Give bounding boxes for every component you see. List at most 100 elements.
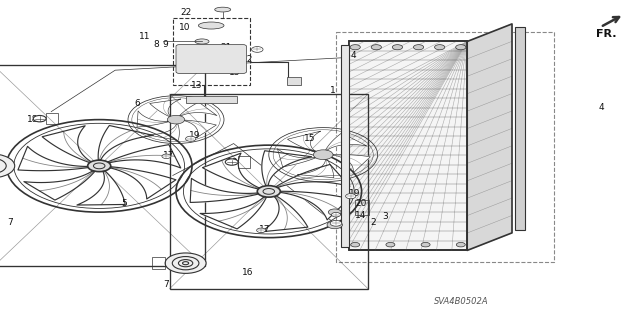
Polygon shape [467,24,512,250]
Circle shape [386,242,395,247]
Polygon shape [276,165,350,188]
Text: FR.: FR. [596,29,617,39]
Bar [186,96,237,103]
Circle shape [328,209,341,215]
Text: 12: 12 [242,55,253,63]
Circle shape [314,150,333,160]
Text: 16: 16 [242,268,253,277]
Circle shape [413,45,424,50]
Circle shape [330,220,342,226]
Ellipse shape [198,22,224,29]
Polygon shape [280,191,349,220]
Polygon shape [260,196,308,232]
Text: 9: 9 [162,40,168,48]
Bar [170,94,368,289]
Circle shape [456,242,465,247]
Text: 3: 3 [383,212,388,221]
Polygon shape [110,167,176,199]
Bar [515,27,525,230]
Text: 19: 19 [189,131,200,140]
Text: 13: 13 [229,68,241,77]
Polygon shape [98,125,154,160]
Text: 10: 10 [179,23,191,32]
Bar [238,156,250,168]
Text: 15: 15 [304,134,316,143]
Circle shape [186,136,196,141]
Bar [0,65,205,266]
Polygon shape [326,133,367,150]
Circle shape [350,45,360,50]
Polygon shape [24,171,95,200]
Text: 7: 7 [8,218,13,227]
Circle shape [165,253,206,273]
Polygon shape [190,178,259,203]
Circle shape [435,45,445,50]
Text: 2: 2 [370,218,376,227]
Circle shape [332,212,340,217]
Circle shape [351,242,360,247]
Circle shape [88,160,111,172]
Circle shape [371,45,381,50]
Ellipse shape [215,7,231,12]
Text: 11: 11 [139,32,150,41]
Polygon shape [179,102,217,116]
Text: 5: 5 [122,199,127,208]
Text: 19: 19 [349,189,360,198]
Circle shape [392,45,403,50]
Bar [355,200,369,215]
Circle shape [257,228,266,233]
Polygon shape [262,151,312,186]
Polygon shape [287,131,321,152]
Text: 20: 20 [355,199,367,208]
Polygon shape [18,146,88,171]
Circle shape [456,45,466,50]
Text: 18: 18 [227,158,239,167]
Bar [336,32,554,262]
Circle shape [168,115,184,124]
Text: 21: 21 [221,43,232,52]
Text: 1: 1 [330,86,335,95]
Polygon shape [108,145,180,168]
Circle shape [162,154,171,159]
Bar [341,45,349,247]
Text: 13: 13 [191,81,202,90]
Text: 17: 17 [163,151,175,160]
Polygon shape [202,153,259,189]
Text: 18: 18 [27,115,38,124]
Bar [287,77,301,85]
Circle shape [346,194,356,199]
Polygon shape [137,111,168,127]
Polygon shape [278,149,316,167]
Polygon shape [184,120,216,138]
Text: 6: 6 [134,99,140,108]
Polygon shape [333,154,371,173]
Bar [349,41,467,250]
Circle shape [252,47,263,52]
Polygon shape [42,126,91,163]
Text: 4: 4 [351,51,356,60]
Circle shape [421,242,430,247]
Text: 14: 14 [355,211,367,220]
Bar [349,41,467,250]
Polygon shape [298,159,334,178]
Circle shape [0,154,15,178]
Text: SVA4B0502A: SVA4B0502A [433,297,488,306]
Ellipse shape [195,39,209,44]
Polygon shape [200,197,266,229]
FancyBboxPatch shape [176,45,246,73]
Polygon shape [150,99,181,117]
Polygon shape [148,124,179,140]
Text: 8: 8 [153,40,159,48]
Text: 22: 22 [180,8,192,17]
Polygon shape [77,171,125,205]
Circle shape [33,115,46,122]
Bar [173,18,250,85]
Text: 7: 7 [163,280,169,289]
Circle shape [225,159,238,165]
Circle shape [327,221,342,229]
Text: 4: 4 [598,103,604,112]
Bar [46,113,58,124]
Bar [152,257,165,269]
Text: 17: 17 [259,225,271,234]
Circle shape [257,186,280,197]
